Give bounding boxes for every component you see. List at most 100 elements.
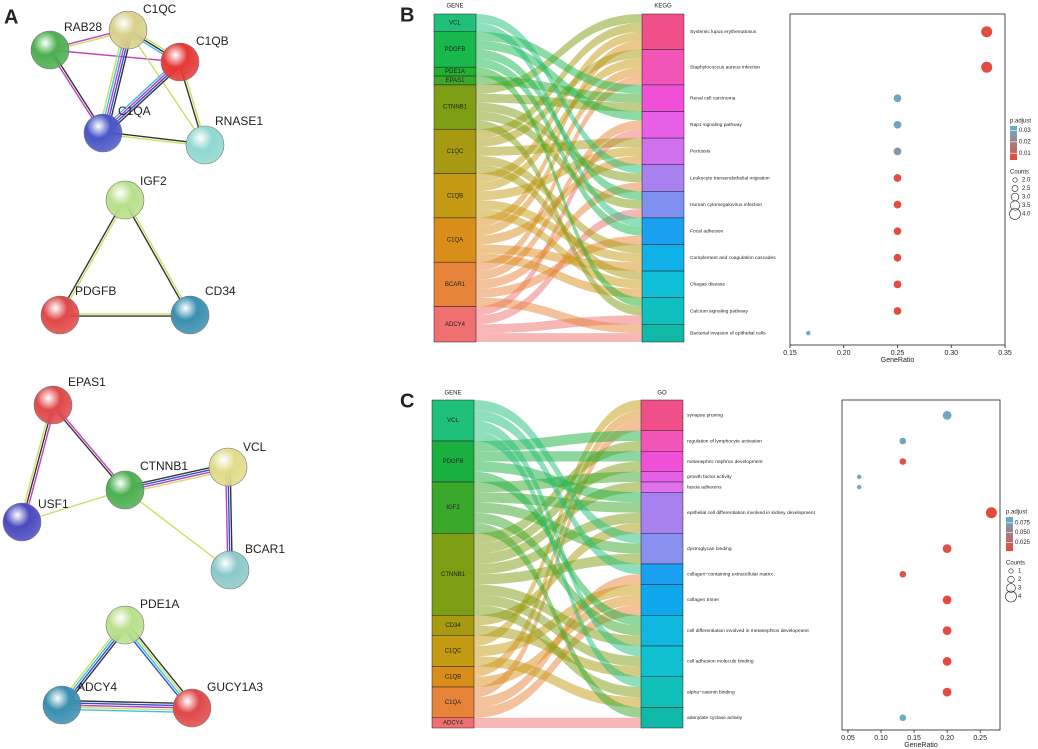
- network-edge: [61, 706, 192, 711]
- network-node: [160, 42, 200, 82]
- flow: [474, 605, 641, 698]
- term-box: [641, 244, 685, 272]
- flow: [474, 430, 641, 687]
- term-box: [641, 191, 685, 219]
- network-node: [170, 295, 210, 335]
- flow: [476, 58, 642, 236]
- gene-label: C1QA: [445, 700, 461, 706]
- term-label: collagen trimer: [687, 597, 719, 603]
- flow: [474, 471, 641, 626]
- gene-label: C1QC: [447, 149, 464, 155]
- network-edge: [123, 200, 190, 316]
- network-node: [83, 113, 123, 153]
- gene-label: C1QB: [447, 193, 463, 199]
- gene-box: [433, 261, 477, 307]
- node-label: EPAS1: [68, 375, 106, 389]
- term-label: fascia adherens: [687, 484, 722, 490]
- flow: [476, 333, 642, 342]
- network-edge: [61, 708, 192, 714]
- network-node: [105, 180, 145, 220]
- node-label: USF1: [38, 497, 69, 511]
- network-edge: [62, 702, 193, 707]
- node-label: ADCY4: [77, 680, 117, 694]
- size-tick-label: 2.0: [1022, 178, 1031, 184]
- flow: [474, 523, 641, 718]
- color-tick-label: 0.01: [1019, 151, 1031, 157]
- size-tick-label: 3.5: [1022, 203, 1031, 209]
- flow: [476, 67, 642, 307]
- gene-label: BCAR1: [445, 282, 466, 288]
- dot: [893, 200, 902, 209]
- term-label: Calcium signaling pathway: [690, 308, 748, 314]
- flow: [474, 451, 641, 462]
- term-label: synapse pruning: [687, 413, 723, 419]
- term-box: [641, 49, 685, 86]
- color-tick-label: 0.025: [1015, 540, 1031, 546]
- gene-label: PDGFB: [445, 47, 466, 53]
- size-tick-label: 2: [1018, 577, 1022, 583]
- gene-label: C1QB: [445, 674, 461, 680]
- network-node: [172, 688, 212, 728]
- dot: [942, 687, 952, 697]
- dot: [981, 61, 993, 73]
- network-edge: [23, 405, 56, 523]
- size-key: [1008, 568, 1014, 574]
- gene-label: ADCY4: [443, 720, 464, 726]
- x-tick-label: 0.15: [783, 350, 797, 357]
- node-label: BCAR1: [245, 542, 285, 556]
- flow: [474, 594, 641, 687]
- flow: [474, 461, 641, 503]
- flow: [476, 146, 642, 201]
- node-label: IGF2: [140, 174, 167, 188]
- term-box: [641, 297, 685, 325]
- term-box: [640, 430, 684, 452]
- term-label: Rap1 signaling pathway: [690, 122, 742, 128]
- term-box: [640, 615, 684, 647]
- dot: [893, 147, 902, 156]
- term-label: alpha−catenin binding: [687, 689, 735, 695]
- network-edge: [124, 489, 231, 571]
- term-label: adenylate cyclase activity: [687, 715, 743, 721]
- panel-label: C: [400, 390, 414, 412]
- network-edge: [62, 699, 193, 705]
- flow: [474, 512, 641, 636]
- network-edge: [19, 404, 52, 522]
- x-tick-label: 0.15: [907, 735, 921, 742]
- term-box: [640, 676, 684, 708]
- term-box: [640, 451, 684, 472]
- flow: [476, 297, 642, 334]
- network-edge: [61, 704, 193, 709]
- color-tick-label: 0.02: [1019, 139, 1031, 145]
- gene-label: CD34: [445, 623, 461, 629]
- node-label: PDGFB: [75, 284, 116, 298]
- color-bar: [1006, 517, 1013, 551]
- size-tick-label: 4: [1018, 594, 1022, 600]
- term-label: dystroglycan binding: [687, 546, 732, 552]
- x-tick-label: 0.35: [998, 350, 1012, 357]
- gene-label: C1QA: [447, 238, 463, 244]
- network-node: [2, 502, 42, 542]
- column-title: GO: [657, 391, 667, 397]
- term-box: [640, 533, 684, 565]
- color-tick-label: 0.03: [1019, 128, 1031, 134]
- panel-label: A: [4, 6, 18, 28]
- flow: [476, 315, 642, 334]
- node-label: C1QC: [143, 2, 177, 16]
- color-bar: [1010, 126, 1017, 160]
- dot: [942, 410, 952, 420]
- network-node: [42, 685, 82, 725]
- term-box: [640, 481, 684, 493]
- size-tick-label: 4.0: [1022, 212, 1031, 218]
- dot: [856, 484, 862, 490]
- flow: [474, 400, 641, 544]
- flow: [476, 235, 642, 298]
- term-label: Complement and coagulation cascades: [690, 255, 776, 261]
- gene-label: PDGFB: [443, 459, 464, 465]
- size-key: [1011, 185, 1019, 192]
- term-label: cell adhesion molecule binding: [687, 659, 754, 665]
- gene-box: [433, 84, 477, 130]
- legend-title: p.adjust: [1006, 510, 1027, 516]
- network-edge: [58, 199, 125, 315]
- flow: [476, 209, 642, 289]
